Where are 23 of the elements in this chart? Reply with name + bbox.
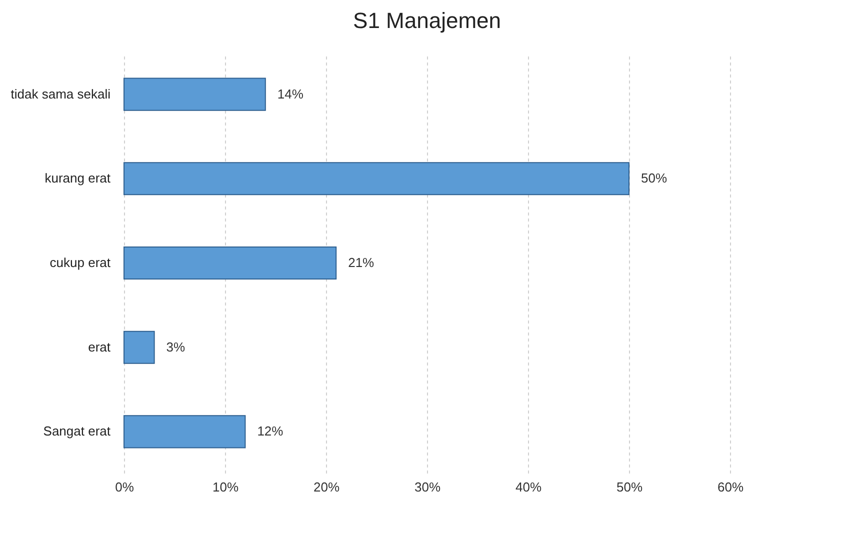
y-tick-label: kurang erat	[44, 170, 111, 186]
bar	[124, 246, 337, 280]
bar	[124, 78, 266, 111]
bar	[124, 330, 155, 364]
y-tick-label: Sangat erat	[43, 424, 111, 439]
x-tick-label: 10%	[212, 480, 239, 494]
x-tick-label: 60%	[717, 480, 744, 494]
data-label: 14%	[277, 86, 304, 102]
data-label: 50%	[641, 170, 668, 186]
x-tick-label: 0%	[115, 480, 134, 494]
x-tick-label: 20%	[313, 480, 340, 494]
bar	[124, 415, 246, 448]
y-tick-label: erat	[88, 339, 111, 354]
y-tick-label: tidak sama sekali	[10, 86, 111, 102]
x-tick-label: 50%	[616, 480, 643, 494]
x-tick-label: 40%	[515, 480, 542, 494]
bar	[124, 162, 630, 196]
data-label: 3%	[166, 339, 186, 354]
x-tick-label: 30%	[414, 480, 441, 494]
data-label: 21%	[348, 255, 375, 270]
chart-title: S1 Manajemen	[353, 8, 501, 33]
data-label: 12%	[257, 424, 284, 439]
y-tick-label: cukup erat	[50, 255, 111, 270]
